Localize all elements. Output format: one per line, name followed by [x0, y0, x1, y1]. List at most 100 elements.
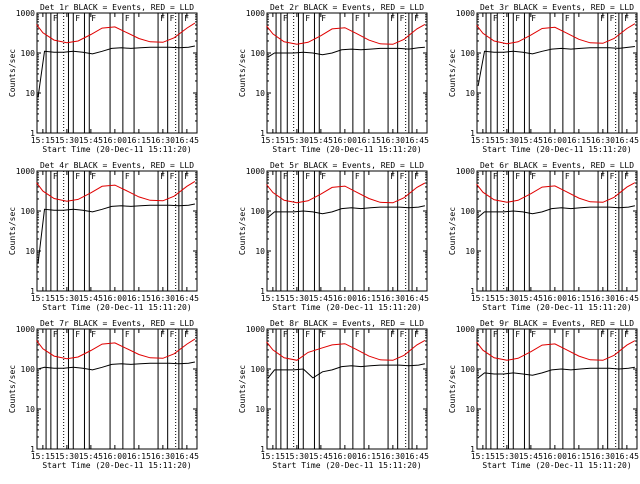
flag-label: F: [170, 14, 175, 23]
x-tick-label: 15:30: [495, 136, 519, 145]
x-tick-label: 16:15: [567, 452, 591, 461]
x-tick-label: 16:00: [333, 294, 357, 303]
x-tick-label: 16:00: [103, 294, 127, 303]
x-tick-label: 16:30: [151, 452, 175, 461]
events-series-line: [477, 46, 635, 87]
y-tick-label: 1: [260, 287, 265, 296]
y-tick-label: 100: [21, 49, 36, 58]
lld-series-line: [36, 22, 196, 44]
lld-series-line: [266, 182, 426, 204]
x-tick-label: 15:30: [495, 294, 519, 303]
x-tick-label: 15:30: [55, 294, 79, 303]
plot-frame: [266, 12, 428, 134]
x-tick-label: 15:45: [309, 294, 333, 303]
x-tick-label: 15:30: [495, 452, 519, 461]
x-axis-label: Start Time (20-Dec-11 15:11:20): [42, 145, 191, 154]
flag-label: F: [355, 14, 360, 23]
flag-label: F: [160, 14, 165, 23]
flag-label: F: [493, 330, 498, 339]
detector-panel: Det 5r BLACK = Events, RED = LLD 1 10 100 10…: [238, 161, 429, 312]
flag-label: F: [390, 14, 395, 23]
x-axis-label: Start Time (20-Dec-11 15:11:20): [42, 303, 191, 312]
y-tick-label: 10: [25, 405, 35, 414]
plot-frame: [266, 328, 428, 450]
flag-label: F: [624, 172, 629, 181]
y-tick-label: 10: [465, 89, 475, 98]
detector-panel: Det 9r BLACK = Events, RED = LLD 1 10 100 10…: [448, 319, 639, 470]
flag-label: F: [515, 14, 520, 23]
y-axis-label: Counts/sec: [238, 365, 247, 413]
x-axis-label: Start Time (20-Dec-11 15:11:20): [42, 461, 191, 470]
flag-label: F: [624, 330, 629, 339]
x-tick-label: 15:45: [519, 452, 543, 461]
flag-label: F: [53, 330, 58, 339]
flag-label: F: [170, 172, 175, 181]
panel-title: Det 3r BLACK = Events, RED = LLD: [480, 3, 634, 12]
events-series-line: [37, 361, 195, 371]
x-tick-label: 16:15: [567, 294, 591, 303]
flag-label: F: [91, 330, 96, 339]
y-tick-label: 1000: [246, 9, 265, 18]
flag-label: F: [565, 330, 570, 339]
x-tick-label: 15:15: [471, 136, 495, 145]
x-tick-label: 16:00: [543, 294, 567, 303]
x-tick-label: 16:15: [357, 452, 381, 461]
x-tick-label: 15:30: [55, 136, 79, 145]
flag-label: F: [400, 172, 405, 181]
x-tick-label: 15:15: [261, 136, 285, 145]
y-axis-label: Counts/sec: [8, 207, 17, 255]
y-tick-label: 1: [30, 445, 35, 454]
y-tick-label: 100: [461, 49, 476, 58]
lld-series-line: [36, 338, 196, 360]
flag-label: F: [160, 172, 165, 181]
flag-label: F: [600, 172, 605, 181]
panel-title: Det 4r BLACK = Events, RED = LLD: [40, 161, 194, 170]
x-tick-label: 15:15: [31, 452, 55, 461]
detector-panel: Det 6r BLACK = Events, RED = LLD 1 10 100 10…: [448, 161, 639, 312]
y-axis-label: Counts/sec: [238, 49, 247, 97]
flag-label: F: [414, 330, 419, 339]
flag-label: F: [170, 330, 175, 339]
x-tick-label: 16:30: [151, 294, 175, 303]
panel-title: Det 6r BLACK = Events, RED = LLD: [480, 161, 634, 170]
flag-label: F: [624, 14, 629, 23]
flag-label: F: [400, 14, 405, 23]
flag-label: F: [565, 172, 570, 181]
detector-panel: Det 2r BLACK = Events, RED = LLD 1 10 100 10…: [238, 3, 429, 154]
y-tick-label: 1000: [246, 167, 265, 176]
x-tick-label: 15:45: [79, 136, 103, 145]
x-tick-label: 15:30: [285, 136, 309, 145]
y-tick-label: 10: [255, 89, 265, 98]
y-tick-label: 10: [255, 405, 265, 414]
plot-frame: [36, 170, 198, 292]
x-tick-label: 16:30: [381, 136, 405, 145]
panel-title: Det 8r BLACK = Events, RED = LLD: [270, 319, 424, 328]
flag-label: F: [515, 172, 520, 181]
x-tick-label: 15:15: [31, 294, 55, 303]
y-tick-label: 10: [465, 405, 475, 414]
x-tick-label: 16:30: [591, 136, 615, 145]
flag-label: F: [184, 172, 189, 181]
flag-label: F: [305, 14, 310, 23]
lld-series-line: [476, 182, 636, 203]
flag-label: F: [305, 172, 310, 181]
y-tick-label: 10: [465, 247, 475, 256]
x-tick-label: 16:45: [405, 136, 429, 145]
y-tick-label: 1000: [16, 325, 35, 334]
flag-label: F: [91, 14, 96, 23]
x-tick-label: 15:15: [471, 294, 495, 303]
flag-label: F: [283, 172, 288, 181]
flag-label: F: [390, 172, 395, 181]
y-tick-label: 1000: [16, 9, 35, 18]
x-tick-label: 16:00: [543, 136, 567, 145]
events-series-line: [267, 46, 425, 58]
x-tick-label: 16:00: [333, 136, 357, 145]
y-axis-label: Counts/sec: [448, 365, 457, 413]
x-tick-label: 16:00: [333, 452, 357, 461]
x-tick-label: 15:45: [309, 136, 333, 145]
flag-label: F: [355, 172, 360, 181]
x-tick-label: 15:15: [471, 452, 495, 461]
x-tick-label: 16:45: [175, 294, 199, 303]
panel-title: Det 5r BLACK = Events, RED = LLD: [270, 161, 424, 170]
flag-label: F: [414, 14, 419, 23]
